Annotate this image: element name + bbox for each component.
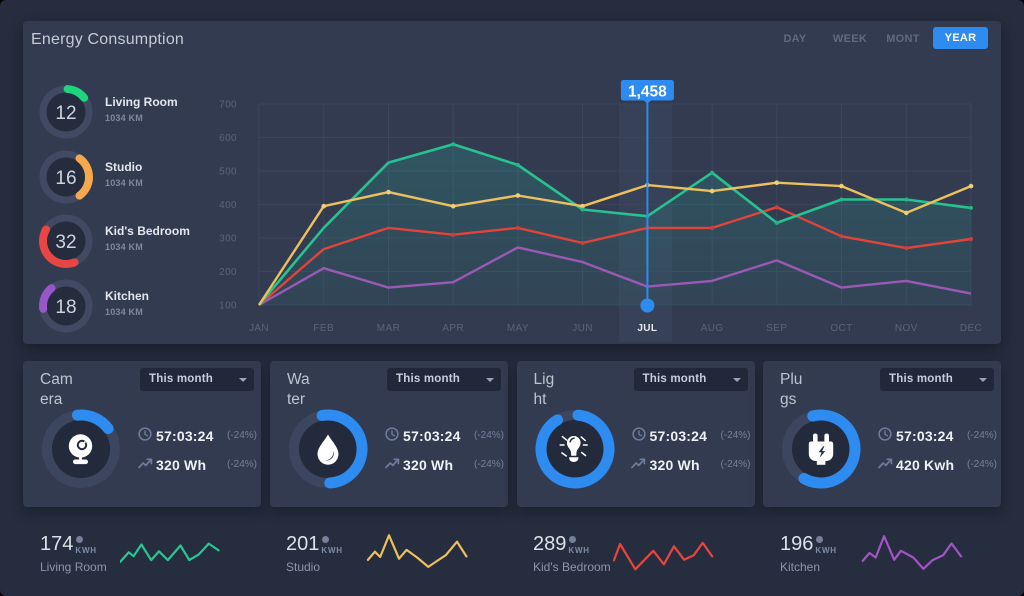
svg-text:200: 200: [219, 267, 237, 278]
svg-text:JAN: JAN: [249, 323, 269, 334]
svg-text:JUN: JUN: [572, 323, 593, 334]
svg-text:700: 700: [219, 100, 237, 111]
svg-text:400: 400: [219, 200, 237, 211]
svg-text:MAY: MAY: [507, 323, 529, 334]
svg-text:300: 300: [219, 234, 237, 245]
svg-text:APR: APR: [442, 323, 464, 334]
svg-text:FEB: FEB: [313, 323, 334, 334]
svg-text:JUL: JUL: [637, 323, 657, 334]
svg-text:1,458: 1,458: [628, 84, 667, 101]
svg-text:100: 100: [219, 301, 237, 312]
svg-text:DEC: DEC: [960, 323, 982, 334]
svg-text:SEP: SEP: [766, 323, 787, 334]
svg-text:600: 600: [219, 133, 237, 144]
svg-text:OCT: OCT: [830, 323, 852, 334]
svg-text:NOV: NOV: [895, 323, 918, 334]
svg-text:MAR: MAR: [377, 323, 400, 334]
svg-text:AUG: AUG: [701, 323, 724, 334]
svg-text:500: 500: [219, 167, 237, 178]
